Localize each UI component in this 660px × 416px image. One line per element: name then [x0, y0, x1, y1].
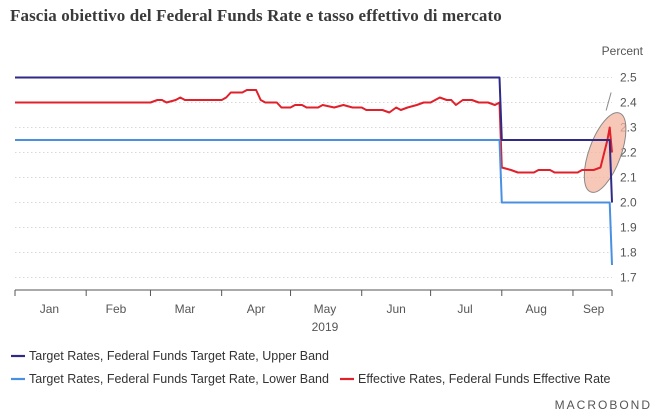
y-tick-label: 2.1 [620, 171, 637, 185]
chart-title: Fascia obiettivo del Federal Funds Rate … [10, 6, 502, 25]
x-tick-label-aug: Aug [526, 302, 547, 316]
y-tick-label: 2.4 [620, 96, 637, 110]
y-tick-label: 1.9 [620, 221, 637, 235]
highlight-pointer [605, 92, 612, 111]
y-tick-label: 2.5 [620, 71, 637, 85]
x-tick-label-jan: Jan [40, 302, 59, 316]
x-tick-label-jun: Jun [386, 302, 405, 316]
x-tick-label-jul: Jul [457, 302, 472, 316]
y-tick-labels: 2.52.42.32.22.12.01.91.81.7 [620, 71, 637, 285]
legend-item-effective-rate: Effective Rates, Federal Funds Effective… [340, 372, 610, 386]
series-line-target-rates-federal-funds-target-rate-lower-band [15, 139, 613, 266]
legend: Target Rates, Federal Funds Target Rate,… [11, 349, 610, 386]
y-tick-label: 1.7 [620, 271, 637, 285]
legend-item-lower-band: Target Rates, Federal Funds Target Rate,… [11, 372, 329, 386]
series-group [15, 76, 613, 266]
y-unit-label: Percent [602, 44, 644, 58]
legend-label-effective-rate: Effective Rates, Federal Funds Effective… [358, 372, 610, 386]
y-tick-label: 1.8 [620, 246, 637, 260]
x-tick-label-mar: Mar [175, 302, 196, 316]
x-ticks [14, 290, 613, 296]
brand-logo: MACROBOND [555, 398, 652, 412]
x-year-label: 2019 [312, 320, 339, 334]
series-line-target-rates-federal-funds-target-rate-upper-band [15, 76, 613, 203]
y-tick-label: 2.2 [620, 146, 637, 160]
x-tick-labels: Jan Feb Mar Apr May Jun Jul Aug Sep [40, 302, 605, 316]
series-line-effective-rates-federal-funds-effective-rate [15, 89, 613, 174]
legend-label-upper-band: Target Rates, Federal Funds Target Rate,… [29, 349, 329, 363]
legend-label-lower-band: Target Rates, Federal Funds Target Rate,… [29, 372, 329, 386]
x-tick-label-apr: Apr [247, 302, 266, 316]
x-tick-label-may: May [314, 302, 337, 316]
y-tick-label: 2.0 [620, 196, 637, 210]
x-tick-label-sep: Sep [583, 302, 605, 316]
axis-group: Jan Feb Mar Apr May Jun Jul Aug Sep 2019 2.5 2.4 2… [14, 44, 644, 334]
x-tick-label-feb: Feb [106, 302, 127, 316]
legend-item-upper-band: Target Rates, Federal Funds Target Rate,… [11, 349, 329, 363]
